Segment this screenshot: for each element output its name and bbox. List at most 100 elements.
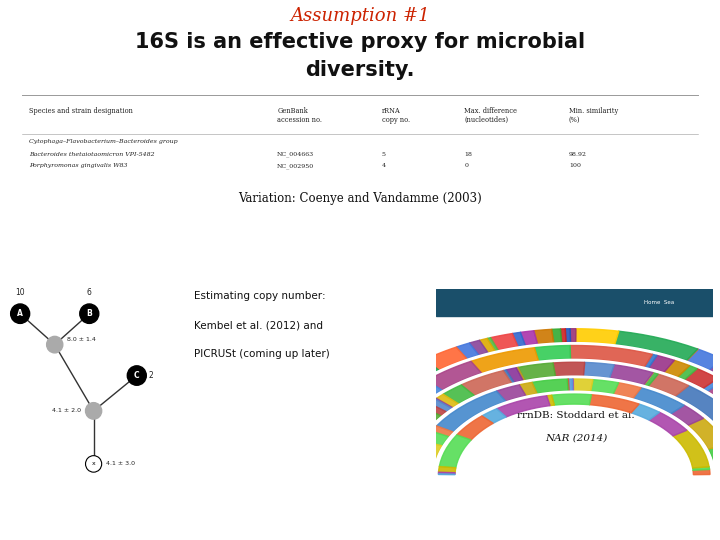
Polygon shape <box>552 329 562 343</box>
Polygon shape <box>693 467 710 470</box>
Text: PICRUSt (coming up later): PICRUSt (coming up later) <box>194 349 330 359</box>
Polygon shape <box>436 399 453 408</box>
Polygon shape <box>631 404 660 420</box>
Polygon shape <box>378 390 428 427</box>
Polygon shape <box>392 377 409 387</box>
Text: 4.1 ± 2.0: 4.1 ± 2.0 <box>52 408 81 414</box>
Polygon shape <box>687 349 720 370</box>
Polygon shape <box>560 329 566 342</box>
Text: diversity.: diversity. <box>305 60 415 80</box>
Text: 10: 10 <box>15 288 25 297</box>
Text: Max. difference
(nucleotides): Max. difference (nucleotides) <box>464 107 518 124</box>
Polygon shape <box>633 388 684 414</box>
Text: 8.0 ± 1.4: 8.0 ± 1.4 <box>67 338 96 342</box>
Text: Min. similarity
(%): Min. similarity (%) <box>569 107 618 124</box>
Polygon shape <box>567 379 569 391</box>
Text: C: C <box>134 371 140 380</box>
Polygon shape <box>615 331 698 361</box>
Polygon shape <box>613 383 641 399</box>
Polygon shape <box>708 446 720 472</box>
Text: Estimating copy number:: Estimating copy number: <box>194 291 326 301</box>
Polygon shape <box>497 396 550 417</box>
Polygon shape <box>490 334 518 350</box>
Polygon shape <box>426 347 467 370</box>
Polygon shape <box>644 373 653 385</box>
Polygon shape <box>375 425 395 431</box>
Text: 100: 100 <box>569 163 581 168</box>
Polygon shape <box>553 362 585 376</box>
Polygon shape <box>497 385 526 401</box>
Text: Kembel et al. (2012) and: Kembel et al. (2012) and <box>194 320 323 330</box>
Polygon shape <box>414 442 442 471</box>
Polygon shape <box>675 386 720 441</box>
Polygon shape <box>534 346 570 361</box>
Text: 4.1 ± 3.0: 4.1 ± 3.0 <box>106 461 135 467</box>
Polygon shape <box>546 395 554 406</box>
Polygon shape <box>438 474 455 475</box>
Polygon shape <box>649 355 675 372</box>
Text: NC_002950: NC_002950 <box>277 163 315 169</box>
Polygon shape <box>709 359 720 378</box>
Polygon shape <box>513 332 526 347</box>
Text: x: x <box>91 461 96 467</box>
Polygon shape <box>519 382 537 396</box>
Text: NAR (2014): NAR (2014) <box>545 433 607 442</box>
Text: 6: 6 <box>87 288 91 297</box>
Polygon shape <box>583 362 614 378</box>
Polygon shape <box>703 379 720 391</box>
Polygon shape <box>407 408 441 430</box>
Polygon shape <box>462 370 512 396</box>
Text: 5: 5 <box>382 152 386 157</box>
Polygon shape <box>671 405 703 426</box>
Polygon shape <box>375 422 397 430</box>
Polygon shape <box>532 379 568 394</box>
Text: 48: 48 <box>689 524 700 534</box>
Polygon shape <box>377 421 398 428</box>
Polygon shape <box>573 379 593 392</box>
Polygon shape <box>429 399 451 412</box>
Polygon shape <box>330 430 364 474</box>
Polygon shape <box>673 430 709 468</box>
Text: A: A <box>17 309 23 318</box>
Polygon shape <box>590 395 639 413</box>
Polygon shape <box>436 394 459 408</box>
Polygon shape <box>423 403 446 416</box>
Polygon shape <box>386 438 418 470</box>
Polygon shape <box>374 391 393 400</box>
Polygon shape <box>572 379 573 391</box>
Polygon shape <box>649 412 687 436</box>
Polygon shape <box>708 381 720 415</box>
Polygon shape <box>456 416 493 440</box>
Polygon shape <box>427 361 482 390</box>
Polygon shape <box>359 442 387 468</box>
Polygon shape <box>358 468 381 474</box>
Circle shape <box>11 304 30 323</box>
Text: Porphyromonas gingivalis W83: Porphyromonas gingivalis W83 <box>29 163 127 168</box>
Polygon shape <box>444 385 474 404</box>
Text: NC_004663: NC_004663 <box>277 152 315 158</box>
Text: 2: 2 <box>149 371 153 380</box>
Polygon shape <box>576 329 619 345</box>
Polygon shape <box>503 370 514 383</box>
Text: Species and strain designation: Species and strain designation <box>29 107 132 115</box>
Text: 98.92: 98.92 <box>569 152 587 157</box>
Circle shape <box>86 403 102 419</box>
Polygon shape <box>610 365 653 385</box>
Polygon shape <box>480 339 495 353</box>
Text: B: B <box>86 309 92 318</box>
Polygon shape <box>688 418 720 449</box>
Polygon shape <box>521 330 538 346</box>
Polygon shape <box>644 354 657 368</box>
Text: Variation: Coenye and Vandamme (2003): Variation: Coenye and Vandamme (2003) <box>238 192 482 205</box>
Polygon shape <box>386 469 408 474</box>
Text: 16S is an effective proxy for microbial: 16S is an effective proxy for microbial <box>135 32 585 52</box>
Polygon shape <box>421 360 438 372</box>
Text: Assumption #1: Assumption #1 <box>290 8 430 25</box>
Polygon shape <box>392 368 423 387</box>
Circle shape <box>127 366 146 385</box>
Polygon shape <box>412 380 442 399</box>
Polygon shape <box>397 424 426 442</box>
Polygon shape <box>342 392 392 435</box>
Polygon shape <box>431 426 453 437</box>
Polygon shape <box>438 467 456 472</box>
